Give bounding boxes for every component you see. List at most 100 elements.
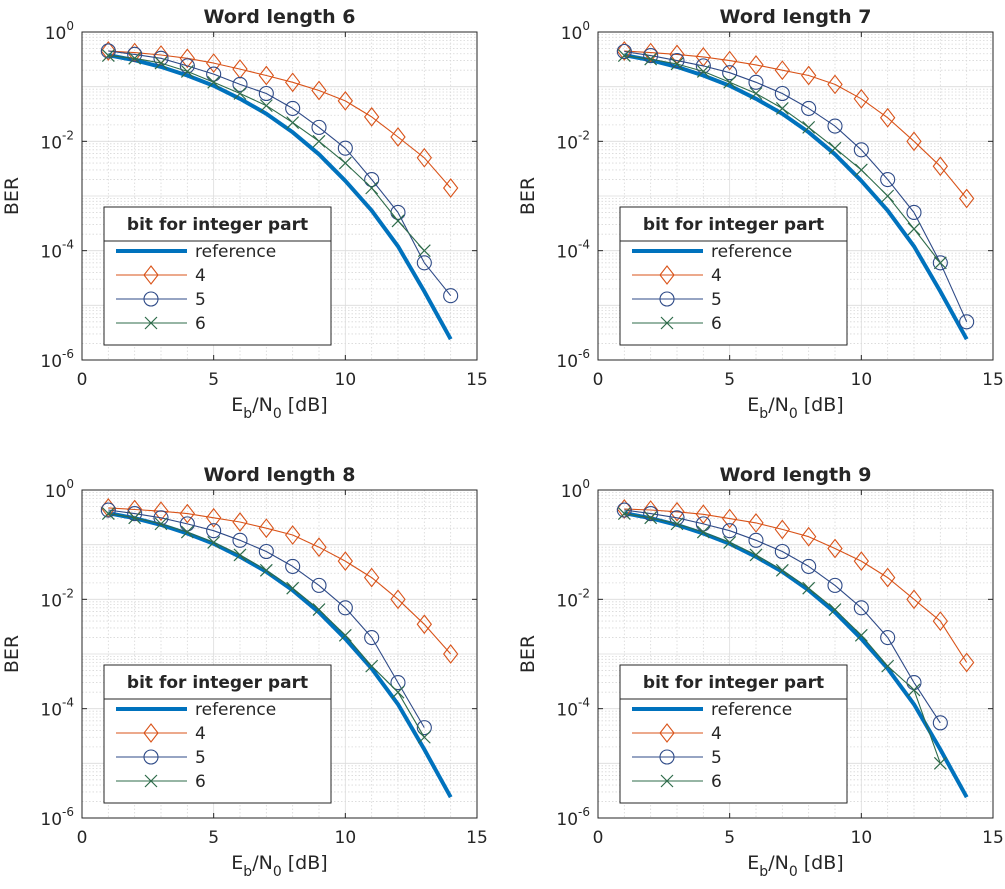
x-tick-label: 5 [208,370,219,390]
data-point [311,537,327,558]
legend-entry: 5 [116,748,206,768]
data-point [800,65,817,86]
legend-marker [144,774,158,788]
data-point [338,628,352,642]
axes-box [597,31,994,361]
series-bits-5 [616,43,975,330]
data-point [391,685,405,699]
x-tick-label: 15 [982,370,1004,390]
legend-entry: reference [632,700,792,720]
data-point [311,119,327,135]
data-point [853,551,870,572]
chart-title: Word length 6 [204,6,356,28]
data-point [669,510,685,526]
y-tick-label: 10-4 [40,696,74,721]
data-point [828,603,842,616]
data-point [206,523,222,539]
series-line [623,511,969,799]
data-point [669,501,685,522]
legend-label: reference [195,700,276,720]
x-axis-label: Eb/N0 [dB] [747,852,843,880]
data-point [153,45,169,65]
x-tick-label: 15 [466,370,488,390]
data-point [442,178,459,198]
data-point [748,513,764,533]
y-tick-label: 10-6 [40,805,74,830]
data-point [311,80,327,101]
data-point [932,255,948,271]
data-point [365,181,379,195]
data-point [932,611,949,631]
data-point [775,101,789,115]
data-point [933,256,947,270]
data-point [232,532,248,548]
data-point [827,577,843,593]
data-point [179,516,195,532]
legend-label: reference [711,242,792,262]
legend-label: 4 [711,724,722,744]
data-point [881,189,895,203]
y-tick-label: 10-2 [556,586,590,611]
series-bits-6 [101,507,431,744]
legend-label: 6 [195,772,206,792]
data-point [907,683,921,697]
data-point [722,523,738,539]
data-point [205,53,222,73]
data-point [644,511,658,525]
data-point [180,65,194,78]
legend-title: bit for integer part [643,215,824,235]
data-point [854,628,868,642]
x-tick-label: 15 [982,828,1004,848]
data-point [642,42,659,63]
data-point [128,51,142,65]
data-point [616,499,633,519]
data-point [364,629,380,646]
series-bits-6 [617,49,947,270]
data-point [748,532,764,548]
legend-marker [659,749,675,765]
data-point [207,535,221,549]
data-point [337,90,354,111]
legend: bit for integer part reference 4 5 6 [103,206,332,346]
legend-label: 6 [711,772,722,792]
data-point [775,563,789,577]
legend-marker [143,723,159,743]
data-point [179,48,196,69]
data-point [774,543,790,560]
data-point [390,127,406,147]
y-tick-label: 10-2 [40,586,74,611]
data-point [442,644,459,664]
legend-label: 4 [195,266,206,286]
data-point [695,504,712,525]
x-tick-label: 0 [593,828,604,848]
data-point [906,204,922,221]
legend-box [103,206,332,346]
data-point [232,59,248,79]
data-point [669,53,685,69]
y-tick-label: 10-6 [556,805,590,830]
legend: bit for integer part reference 4 5 6 [103,664,332,804]
y-tick-label: 100 [561,477,590,502]
legend-title: bit for integer part [127,673,308,693]
data-point [827,74,843,95]
data-point [880,629,896,646]
data-point [365,659,379,673]
data-point [154,56,168,70]
series-bits-6 [617,507,947,770]
chart-title: Word length 9 [720,464,872,486]
data-point [853,142,869,158]
data-point [128,511,142,525]
data-point [932,715,948,731]
series-bits-5 [616,502,948,731]
x-tick-label: 15 [466,828,488,848]
legend: bit for integer part reference 4 5 6 [619,664,848,804]
x-tick-label: 0 [77,370,88,390]
data-point [100,41,117,61]
data-point [259,563,273,577]
chart-panel-4: 0 5 10 15 100 10-2 10-4 10-6 Word length 9 Eb/N0 … [517,464,1004,880]
series-reference [107,53,453,341]
axes-box [81,31,478,361]
data-point [312,603,326,616]
data-point [749,87,763,100]
x-tick-label: 10 [851,370,873,390]
